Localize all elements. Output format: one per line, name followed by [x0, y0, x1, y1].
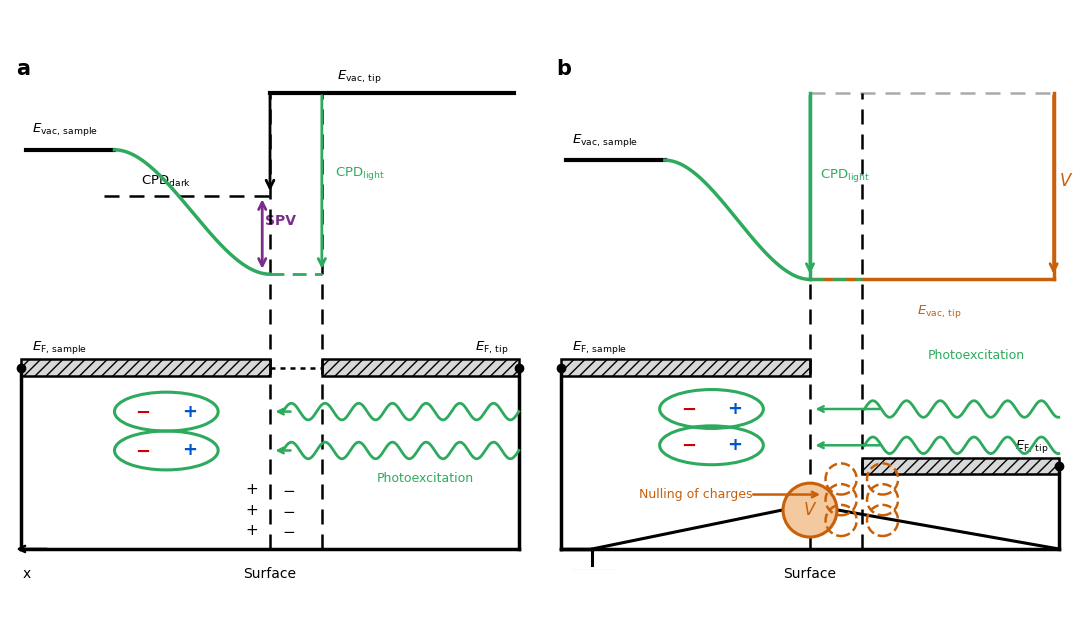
Text: $V$: $V$: [1058, 172, 1074, 190]
Text: $\mathbf{+}$: $\mathbf{+}$: [183, 442, 198, 460]
Text: $E_{\rm F,\,tip}$: $E_{\rm F,\,tip}$: [1015, 438, 1049, 455]
Text: $-$: $-$: [282, 482, 295, 497]
Text: Nulling of charges: Nulling of charges: [639, 488, 753, 501]
Text: SPV: SPV: [265, 214, 296, 227]
Text: $+$: $+$: [245, 482, 258, 497]
Text: $V$: $V$: [802, 501, 818, 519]
Text: Photoexcitation: Photoexcitation: [377, 473, 474, 486]
Bar: [562, 359, 810, 376]
Text: $\rm CPD_{light}$: $\rm CPD_{light}$: [821, 167, 870, 184]
Text: $E_{\rm F,\,sample}$: $E_{\rm F,\,sample}$: [571, 339, 626, 356]
Text: a: a: [16, 59, 30, 79]
Bar: [22, 359, 270, 376]
Text: $-$: $-$: [282, 502, 295, 517]
Text: $\mathbf{-}$: $\mathbf{-}$: [135, 402, 150, 420]
Text: $\mathbf{-}$: $\mathbf{-}$: [135, 442, 150, 460]
Text: Surface: Surface: [243, 567, 297, 581]
Text: $E_{\rm vac,\,sample}$: $E_{\rm vac,\,sample}$: [571, 132, 637, 149]
Circle shape: [783, 483, 837, 537]
Text: $E_{\rm vac,\,tip}$: $E_{\rm vac,\,tip}$: [337, 68, 382, 85]
Text: $+$: $+$: [245, 502, 258, 517]
Text: $\mathbf{+}$: $\mathbf{+}$: [727, 437, 742, 455]
Text: $E_{\rm vac,\,sample}$: $E_{\rm vac,\,sample}$: [31, 121, 97, 138]
Text: $\mathbf{+}$: $\mathbf{+}$: [727, 400, 742, 418]
Text: Photoexcitation: Photoexcitation: [928, 350, 1025, 362]
Bar: [862, 458, 1058, 474]
Text: $E_{\rm F,\,tip}$: $E_{\rm F,\,tip}$: [475, 339, 509, 356]
Text: $\mathbf{-}$: $\mathbf{-}$: [680, 400, 696, 418]
Text: $E_{\rm F,\,sample}$: $E_{\rm F,\,sample}$: [31, 339, 86, 356]
Text: x: x: [23, 567, 30, 581]
Text: $-$: $-$: [282, 524, 295, 538]
Text: Surface: Surface: [783, 567, 837, 581]
Text: $E_{\rm vac,\,tip}$: $E_{\rm vac,\,tip}$: [917, 302, 962, 320]
Text: $\rm CPD_{light}$: $\rm CPD_{light}$: [335, 165, 384, 181]
Text: b: b: [556, 59, 571, 79]
Text: $+$: $+$: [245, 524, 258, 538]
Text: $\mathbf{-}$: $\mathbf{-}$: [680, 437, 696, 455]
Text: $\mathbf{+}$: $\mathbf{+}$: [183, 402, 198, 420]
Bar: [322, 359, 518, 376]
Text: $\rm CPD_{dark}$: $\rm CPD_{dark}$: [141, 174, 191, 189]
